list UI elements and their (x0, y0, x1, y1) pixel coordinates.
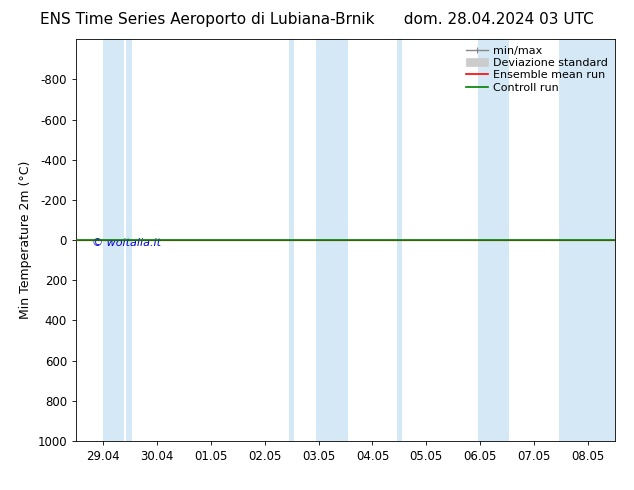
Bar (290, 39, 294, 441)
Text: ENS Time Series Aeroporto di Lubiana-Brnik      dom. 28.04.2024 03 UTC: ENS Time Series Aeroporto di Lubiana-Brn… (40, 12, 594, 27)
Bar (103, 39, 124, 441)
Legend: min/max, Deviazione standard, Ensemble mean run, Controll run: min/max, Deviazione standard, Ensemble m… (462, 43, 612, 96)
Bar (559, 39, 615, 441)
Bar (478, 39, 509, 441)
Bar (316, 39, 347, 441)
Bar (398, 39, 401, 441)
Bar (126, 39, 132, 441)
Text: © woitalia.it: © woitalia.it (93, 238, 161, 247)
Y-axis label: Min Temperature 2m (°C): Min Temperature 2m (°C) (19, 161, 32, 319)
